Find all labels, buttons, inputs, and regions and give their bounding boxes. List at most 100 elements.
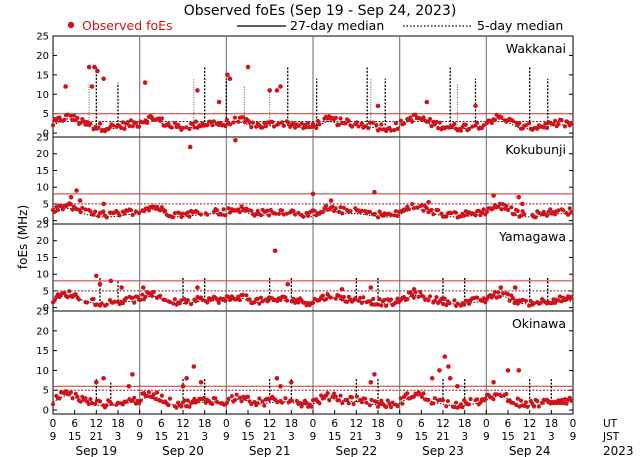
observed-point	[431, 212, 436, 217]
jst-tick-label: 21	[263, 431, 276, 443]
observed-point	[340, 401, 345, 406]
observed-point	[400, 401, 405, 406]
observed-point	[262, 120, 267, 125]
ut-tick-label: 12	[176, 418, 189, 430]
observed-point	[124, 296, 129, 301]
observed-point	[184, 404, 189, 409]
observed-point	[468, 397, 473, 402]
ut-tick-label: 12	[90, 418, 103, 430]
observed-point	[517, 120, 522, 126]
observed-point	[421, 115, 426, 120]
observed-point	[202, 395, 207, 400]
observed-point	[229, 394, 234, 399]
legend: Observed foEs 27-day median 5-day median	[67, 18, 563, 33]
observed-point	[369, 302, 374, 307]
observed-point	[70, 396, 75, 401]
observed-point	[388, 297, 394, 302]
observed-point	[258, 213, 264, 218]
observed-point	[434, 295, 439, 300]
observed-point	[221, 207, 226, 212]
observed-point	[83, 207, 88, 212]
observed-point	[306, 213, 311, 218]
station-panel-wakkanai: 0 5 10 15 20 25 Wakkanai	[36, 32, 574, 140]
observed-point	[556, 121, 561, 126]
x-axis: 0961512211830961512211830961512211830961…	[50, 410, 634, 457]
observed-point	[236, 119, 241, 124]
ut-tick-label: 0	[50, 418, 57, 430]
observed-point	[192, 125, 197, 130]
observed-point	[68, 194, 74, 200]
observed-point	[228, 122, 233, 127]
observed-point	[252, 400, 257, 405]
observed-point	[481, 207, 486, 212]
observed-point	[185, 298, 190, 303]
observed-point	[135, 294, 140, 299]
observed-point	[489, 120, 494, 126]
observed-points	[50, 138, 574, 220]
observed-point	[276, 211, 281, 216]
observed-point	[317, 122, 322, 127]
observed-point	[180, 126, 186, 131]
observed-point	[362, 124, 368, 129]
observed-point	[50, 123, 56, 128]
observed-point	[304, 400, 309, 405]
y-tick-label: 15	[36, 70, 49, 81]
observed-point	[179, 298, 184, 303]
observed-point	[366, 126, 371, 131]
observed-point	[497, 201, 502, 206]
observed-point	[395, 213, 400, 218]
observed-point	[249, 125, 254, 130]
observed-point	[301, 126, 306, 131]
observed-point	[527, 303, 532, 308]
observed-point	[260, 299, 265, 304]
observed-point	[101, 209, 106, 214]
observed-point	[179, 214, 184, 220]
observed-point	[122, 126, 127, 131]
y-tick-label: 0	[43, 406, 49, 417]
observed-point	[525, 404, 530, 409]
observed-point	[496, 290, 501, 295]
jst-tick-label: 3	[548, 431, 555, 443]
observed-point	[440, 398, 446, 403]
observed-point	[504, 203, 509, 208]
observed-point	[392, 128, 397, 133]
observed-point	[265, 299, 270, 304]
observed-point	[241, 115, 246, 120]
observed-point	[452, 121, 457, 126]
observed-point	[125, 120, 130, 125]
observed-point	[96, 125, 101, 130]
observed-point	[498, 285, 504, 290]
observed-point	[166, 403, 171, 408]
observed-point	[208, 119, 213, 124]
observed-point	[559, 299, 564, 304]
observed-point	[200, 297, 205, 302]
observed-point	[88, 397, 93, 402]
observed-point	[280, 208, 285, 213]
observed-point	[247, 120, 252, 125]
ut-tick-label: 18	[371, 418, 384, 430]
observed-point	[541, 125, 546, 130]
jst-axis-label: JST	[602, 431, 620, 443]
observed-point	[518, 213, 524, 218]
observed-point	[96, 214, 101, 219]
observed-point	[323, 297, 329, 302]
observed-point	[205, 212, 210, 217]
observed-point	[98, 121, 103, 126]
observed-point	[328, 295, 333, 300]
observed-point	[294, 398, 299, 403]
y-tick-label: 5	[43, 386, 49, 397]
observed-point	[569, 294, 574, 299]
observed-point	[74, 188, 79, 193]
observed-point	[304, 125, 309, 130]
observed-point	[510, 296, 515, 301]
observed-point	[205, 300, 210, 305]
observed-point	[227, 76, 233, 81]
y-tick-label: 10	[36, 270, 49, 281]
observed-point	[491, 293, 496, 298]
observed-point	[374, 399, 379, 404]
observed-point	[458, 128, 463, 133]
observed-point	[296, 300, 301, 305]
observed-point	[95, 68, 100, 74]
observed-point	[377, 297, 382, 302]
observed-point	[411, 206, 416, 211]
